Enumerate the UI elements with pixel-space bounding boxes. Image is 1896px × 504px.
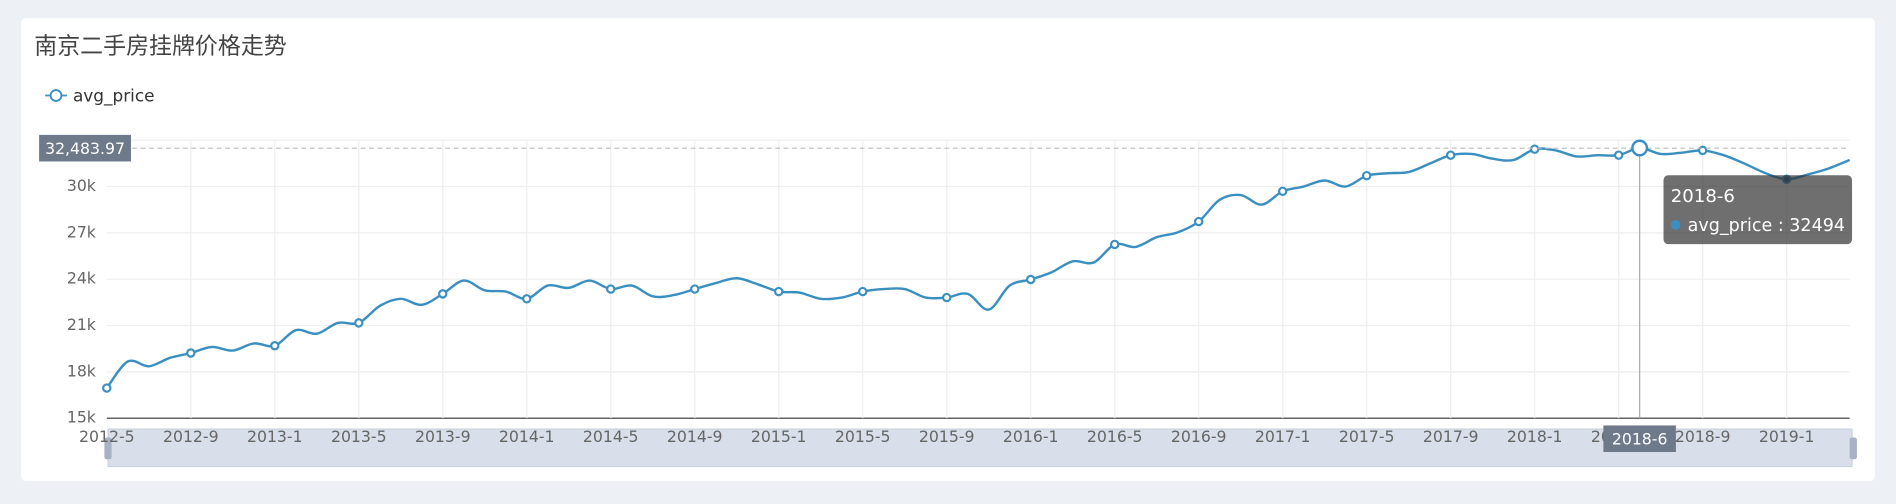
grid: 15k 18k 21k 24k 27k 30k bbox=[67, 140, 1850, 427]
point-emphasis bbox=[1631, 139, 1649, 157]
point bbox=[522, 294, 532, 304]
chart-title: 南京二手房挂牌价格走势 bbox=[34, 34, 287, 60]
point bbox=[354, 318, 364, 328]
pointer-label-y-box bbox=[39, 134, 131, 162]
tooltip bbox=[1663, 175, 1853, 245]
card bbox=[20, 18, 1876, 482]
point bbox=[1529, 144, 1540, 154]
point bbox=[1193, 216, 1204, 227]
zoom-handle[interactable] bbox=[104, 437, 112, 460]
point bbox=[438, 289, 448, 299]
y-tick-label: 21k bbox=[67, 315, 97, 334]
point bbox=[1361, 171, 1372, 181]
x-tick-label: 2018-1 bbox=[1507, 427, 1563, 446]
x-tick-label: 2018-9 bbox=[1675, 427, 1731, 446]
y-tick-label: 18k bbox=[67, 361, 97, 380]
x-tick-label: 2015-1 bbox=[751, 427, 807, 446]
data-zoom[interactable] bbox=[104, 428, 1857, 468]
pointer-label-x-box bbox=[1603, 425, 1676, 453]
tooltip-title: 2018-6 bbox=[1671, 186, 1735, 207]
point bbox=[102, 383, 112, 393]
tooltip-dot bbox=[1670, 219, 1681, 230]
x-tick-label: 2013-1 bbox=[247, 427, 303, 446]
pointer-label-x: 2018-6 bbox=[1612, 429, 1668, 448]
x-tick-label: 2015-5 bbox=[835, 427, 891, 446]
x-tick-label: 2013-9 bbox=[415, 427, 471, 446]
y-tick-label: 24k bbox=[67, 269, 97, 288]
point bbox=[1025, 274, 1036, 285]
x-tick-label: 2012-5 bbox=[79, 427, 135, 446]
x-tick-label: 2017-9 bbox=[1423, 427, 1479, 446]
legend[interactable]: avg_price bbox=[45, 86, 155, 107]
x-tick-label: 2016-5 bbox=[1087, 427, 1143, 446]
x-tick-label: 2014-9 bbox=[667, 427, 723, 446]
x-tick-label: 2013-5 bbox=[331, 427, 387, 446]
line bbox=[105, 146, 1851, 389]
y-tick-label: 27k bbox=[67, 222, 97, 241]
legend-symbol bbox=[49, 89, 63, 102]
x-tick-label: 2016-1 bbox=[1003, 427, 1059, 446]
point bbox=[186, 348, 196, 358]
point bbox=[1613, 150, 1624, 160]
point bbox=[1445, 150, 1456, 160]
x-axis: 2012-5 2012-9 2013-1 2013-5 2013-9 2014-1 2014… bbox=[79, 427, 1814, 446]
axis-pointer: 32,483.97 2018-6 2018-6 avg_price : 32494 bbox=[39, 134, 1853, 453]
legend-label[interactable]: avg_price bbox=[73, 86, 155, 107]
x-tick-label: 2017-5 bbox=[1339, 427, 1395, 446]
x-tick-label: 2014-5 bbox=[583, 427, 639, 446]
point bbox=[1277, 186, 1288, 197]
point bbox=[690, 284, 700, 294]
x-tick-label: 2019-1 bbox=[1759, 427, 1815, 446]
zoom-handle[interactable] bbox=[1849, 437, 1857, 460]
point bbox=[774, 286, 784, 297]
y-tick-label: 30k bbox=[67, 176, 97, 195]
tooltip-value: avg_price : 32494 bbox=[1688, 216, 1845, 236]
y-tick-label: 15k bbox=[67, 408, 97, 427]
x-tick-label: 2014-1 bbox=[499, 427, 555, 446]
point bbox=[270, 341, 280, 351]
point bbox=[858, 286, 868, 297]
point bbox=[942, 292, 952, 303]
x-tick-label: 2017-1 bbox=[1255, 427, 1311, 446]
zoom-window[interactable] bbox=[107, 428, 1853, 468]
point bbox=[606, 284, 616, 294]
x-tick-label: 2012-9 bbox=[163, 427, 219, 446]
plot bbox=[102, 144, 1851, 393]
x-tick-label: 2016-9 bbox=[1171, 427, 1227, 446]
x-tick-label: 2015-9 bbox=[919, 427, 975, 446]
point bbox=[1109, 239, 1120, 250]
pointer-label-y: 32,483.97 bbox=[45, 139, 125, 158]
